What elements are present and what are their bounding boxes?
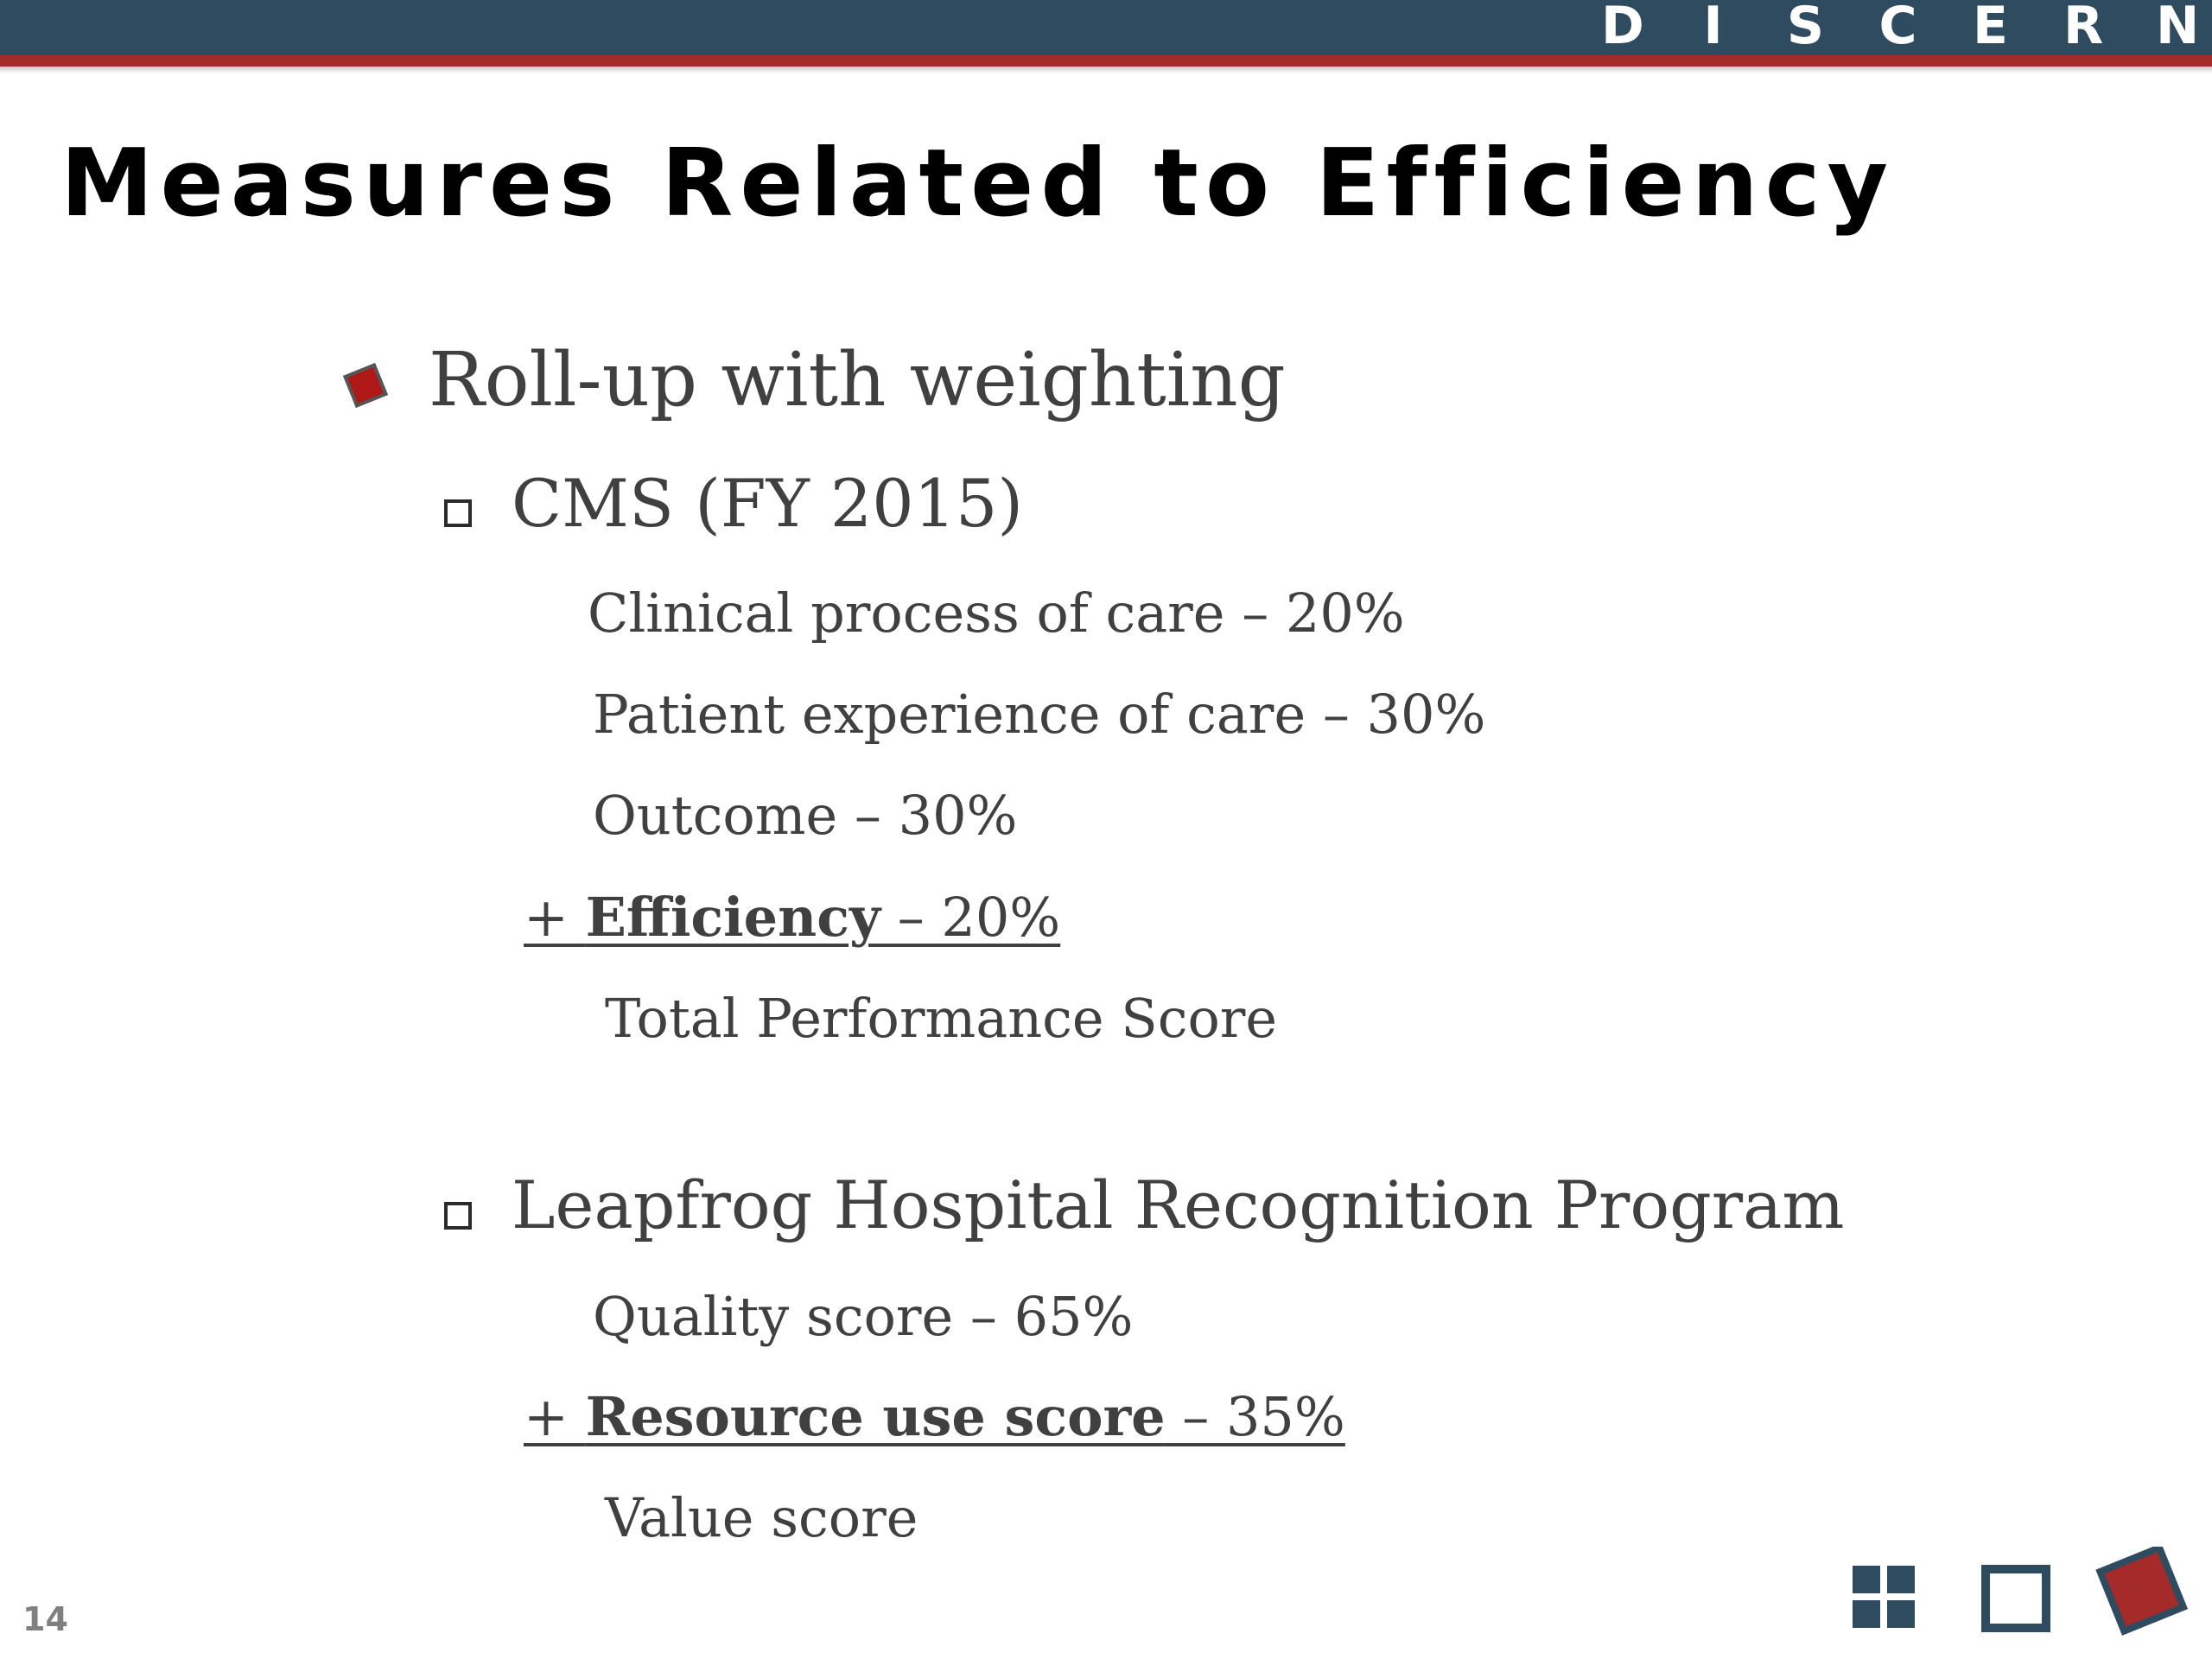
resource-value: – 35%: [1165, 1385, 1345, 1448]
header-accent-line: [0, 55, 2212, 67]
header-bar: D I S C E R N: [0, 0, 2212, 56]
brand-letter: N: [2156, 0, 2200, 56]
brand-letter: C: [1878, 0, 1917, 56]
brand-letter: I: [1703, 0, 1723, 56]
leapfrog-item-resource: + Resource use score – 35%: [524, 1385, 1345, 1448]
cms-heading: CMS (FY 2015): [512, 465, 1023, 542]
square-icon: [1981, 1565, 2050, 1632]
leapfrog-heading: Leapfrog Hospital Recognition Program: [512, 1166, 1845, 1243]
brand-letter: D: [1601, 0, 1644, 56]
brand-logo: D I S C E R N: [1601, 0, 2200, 56]
page-number: 14: [22, 1600, 68, 1638]
cms-item-patient-experience: Patient experience of care – 30%: [593, 683, 1486, 746]
plus-sign: +: [524, 886, 586, 949]
diamond-icon: [2095, 1547, 2189, 1636]
footer-icons: [1853, 1547, 2189, 1636]
resource-label: Resource use score: [585, 1385, 1166, 1448]
cms-total: Total Performance Score: [605, 987, 1278, 1050]
brand-letter: E: [1973, 0, 2008, 56]
brand-letter: R: [2063, 0, 2104, 56]
efficiency-value: – 20%: [880, 886, 1061, 949]
cms-item-clinical: Clinical process of care – 20%: [588, 582, 1405, 645]
leapfrog-total: Value score: [605, 1486, 918, 1549]
slide-title: Measures Related to Efficiency: [60, 130, 1896, 238]
efficiency-label: Efficiency: [585, 886, 880, 949]
grid-icon: [1853, 1566, 1915, 1628]
leapfrog-item-quality: Quality score – 65%: [593, 1285, 1134, 1348]
square-bullet-icon: [444, 1202, 472, 1230]
header-shadow: [0, 67, 2212, 73]
brand-letter: S: [1786, 0, 1825, 56]
bullet-rollup: Roll-up with weighting: [429, 337, 1286, 423]
cms-item-efficiency: + Efficiency – 20%: [524, 886, 1060, 949]
plus-sign: +: [524, 1385, 586, 1448]
square-bullet-icon: [444, 499, 472, 527]
diamond-bullet-icon: [342, 362, 389, 409]
cms-item-outcome: Outcome – 30%: [593, 784, 1018, 847]
